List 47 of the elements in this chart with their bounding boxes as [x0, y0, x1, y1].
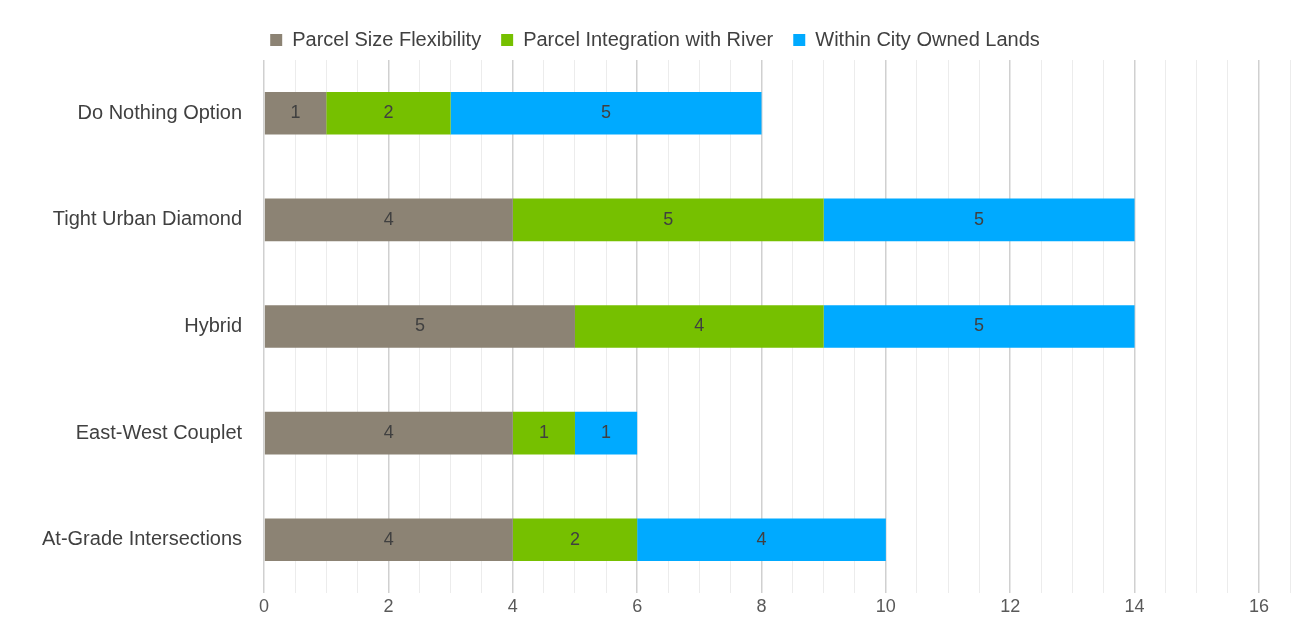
- x-tick-label: 2: [383, 595, 394, 616]
- bar: [264, 198, 513, 242]
- y-tick-label: Do Nothing Option: [77, 100, 243, 123]
- data-label: 1: [601, 422, 612, 443]
- legend-label: Parcel Integration with River: [523, 27, 774, 50]
- y-tick-label: At-Grade Intersections: [41, 527, 243, 550]
- legend-label: Within City Owned Lands: [815, 27, 1040, 50]
- bar: [264, 305, 575, 348]
- data-label: 4: [756, 528, 767, 549]
- bar: [512, 411, 575, 455]
- bar: [512, 198, 824, 242]
- x-tick-label: 16: [1248, 595, 1269, 616]
- bar: [574, 411, 638, 455]
- y-tick-label: Hybrid: [184, 314, 243, 337]
- x-tick-label: 12: [1000, 595, 1021, 616]
- bar: [823, 305, 1135, 348]
- bar: [326, 91, 451, 135]
- data-label: 4: [694, 315, 705, 336]
- bar: [264, 518, 513, 562]
- bar: [574, 305, 824, 348]
- legend-label: Parcel Size Flexibility: [292, 27, 482, 50]
- bar: [264, 91, 327, 135]
- bar: [512, 518, 638, 562]
- x-tick-label: 14: [1124, 595, 1145, 616]
- data-label: 1: [290, 102, 301, 123]
- bar: [637, 518, 886, 562]
- data-label: 5: [974, 208, 985, 229]
- data-label: 4: [383, 422, 394, 443]
- x-tick-label: 6: [632, 595, 643, 616]
- data-label: 5: [663, 208, 674, 229]
- data-label: 2: [569, 528, 580, 549]
- x-tick-label: 10: [875, 595, 896, 616]
- bar: [450, 91, 762, 135]
- data-label: 5: [414, 315, 425, 336]
- data-label: 4: [383, 208, 394, 229]
- bar: [823, 198, 1135, 242]
- x-tick-label: 0: [259, 595, 270, 616]
- y-tick-label: East-West Couplet: [75, 420, 243, 443]
- data-label: 5: [601, 102, 612, 123]
- data-label: 1: [538, 422, 549, 443]
- data-label: 4: [383, 528, 394, 549]
- y-tick-label: Tight Urban Diamond: [52, 207, 243, 230]
- data-label: 2: [383, 102, 394, 123]
- x-tick-label: 8: [756, 595, 767, 616]
- bar: [264, 411, 513, 455]
- data-label: 5: [974, 315, 985, 336]
- x-tick-label: 4: [507, 595, 518, 616]
